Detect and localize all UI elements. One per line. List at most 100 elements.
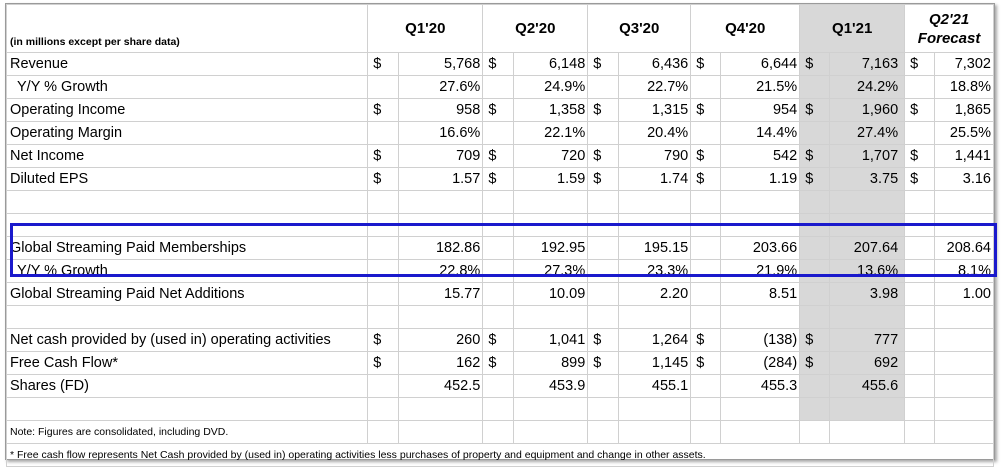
currency-symbol: $ (482, 351, 514, 375)
currency-symbol (904, 374, 936, 398)
table-cell: 1,041 (512, 328, 589, 352)
table-cell: 1.19 (720, 167, 801, 191)
table-cell: 6,148 (512, 52, 589, 76)
table-cell: 22.1% (512, 121, 589, 145)
forecast-quarter: Q2'21 (928, 10, 970, 28)
currency-symbol: $ (367, 167, 399, 191)
table-cell: 455.3 (720, 374, 801, 398)
table-cell: 1,441 (934, 144, 994, 168)
currency-symbol: $ (482, 167, 514, 191)
table-cell: 10.09 (512, 282, 589, 306)
empty-cell (934, 397, 994, 421)
blank-row (5, 190, 994, 214)
currency-symbol: $ (904, 167, 936, 191)
currency-symbol (799, 259, 831, 283)
table-cell: 452.5 (397, 374, 484, 398)
currency-symbol (799, 374, 831, 398)
table-row-operating-margin: Operating Margin 16.6% 22.1% 20.4% 14.4% 27.4… (5, 121, 994, 145)
empty-cell (512, 420, 589, 444)
row-label: Y/Y % Growth (5, 259, 369, 283)
table-cell: (284) (720, 351, 801, 375)
empty-cell (367, 397, 399, 421)
table-cell: 20.4% (617, 121, 692, 145)
empty-cell (617, 397, 692, 421)
currency-symbol (587, 75, 619, 99)
currency-symbol (690, 121, 722, 145)
table-cell: 195.15 (617, 236, 692, 260)
currency-symbol (690, 75, 722, 99)
table-cell: 14.4% (720, 121, 801, 145)
empty-cell (799, 397, 831, 421)
currency-symbol (482, 374, 514, 398)
note-row: * Free cash flow represents Net Cash pro… (6, 443, 994, 467)
empty-cell (799, 305, 831, 329)
empty-cell (5, 190, 369, 214)
table-cell: 22.8% (397, 259, 484, 283)
row-label: Net Income (5, 144, 369, 168)
empty-cell (720, 305, 801, 329)
table-cell: 709 (397, 144, 484, 168)
empty-cell (720, 397, 801, 421)
empty-cell (397, 190, 484, 214)
currency-symbol: $ (587, 351, 619, 375)
table-cell: 1,358 (512, 98, 589, 122)
empty-cell (904, 420, 936, 444)
table-cell: 1.74 (617, 167, 692, 191)
table-cell: 1,264 (617, 328, 692, 352)
empty-cell (482, 397, 514, 421)
empty-cell (617, 420, 692, 444)
currency-symbol: $ (690, 328, 722, 352)
currency-symbol: $ (482, 328, 514, 352)
forecast-label: Forecast (917, 29, 981, 47)
currency-symbol (799, 75, 831, 99)
row-label: Global Streaming Paid Memberships (5, 236, 369, 260)
currency-symbol (904, 351, 936, 375)
empty-cell (367, 305, 399, 329)
currency-symbol (904, 282, 936, 306)
empty-cell (367, 190, 399, 214)
empty-cell (587, 190, 619, 214)
empty-cell (587, 420, 619, 444)
blank-row (5, 305, 994, 329)
blank-row (5, 397, 994, 421)
table-cell: 899 (512, 351, 589, 375)
table-cell: 790 (617, 144, 692, 168)
table-cell: 3.75 (829, 167, 906, 191)
table-cell: 692 (829, 351, 906, 375)
table-cell: 453.9 (512, 374, 589, 398)
table-cell: 1,707 (829, 144, 906, 168)
financial-summary-table-frame: (in millions except per share data) Q1'2… (5, 3, 997, 467)
empty-cell (367, 213, 399, 237)
column-header-forecast: Q2'21 Forecast (904, 4, 994, 53)
currency-symbol: $ (799, 144, 831, 168)
table-cell: 207.64 (829, 236, 906, 260)
currency-symbol: $ (690, 98, 722, 122)
currency-symbol (482, 121, 514, 145)
table-cell: 260 (397, 328, 484, 352)
currency-symbol: $ (799, 52, 831, 76)
empty-cell (367, 420, 399, 444)
empty-cell (799, 213, 831, 237)
empty-cell (512, 397, 589, 421)
currency-symbol (690, 259, 722, 283)
currency-symbol: $ (587, 144, 619, 168)
currency-symbol: $ (904, 144, 936, 168)
table-cell: 7,163 (829, 52, 906, 76)
table-cell: 1,145 (617, 351, 692, 375)
table-row-free-cash-flow: Free Cash Flow* $162 $899 $1,145 $ (284) $692 (5, 351, 994, 375)
currency-symbol: $ (367, 144, 399, 168)
table-cell: 18.8% (934, 75, 994, 99)
currency-symbol (690, 374, 722, 398)
table-row-operating-income: Operating Income $958 $1,358 $1,315 $954 $1,9… (5, 98, 994, 122)
currency-symbol (799, 236, 831, 260)
table-cell: 13.6% (829, 259, 906, 283)
table-cell: 162 (397, 351, 484, 375)
table-cell: 542 (720, 144, 801, 168)
footnote-text: * Free cash flow represents Net Cash pro… (6, 443, 994, 467)
row-label: Net cash provided by (used in) operating… (5, 328, 369, 352)
empty-cell (512, 213, 589, 237)
currency-symbol: $ (587, 98, 619, 122)
currency-symbol (367, 282, 399, 306)
table-row-paid-memberships: Global Streaming Paid Memberships 182.86 1… (5, 236, 994, 260)
empty-cell (690, 190, 722, 214)
